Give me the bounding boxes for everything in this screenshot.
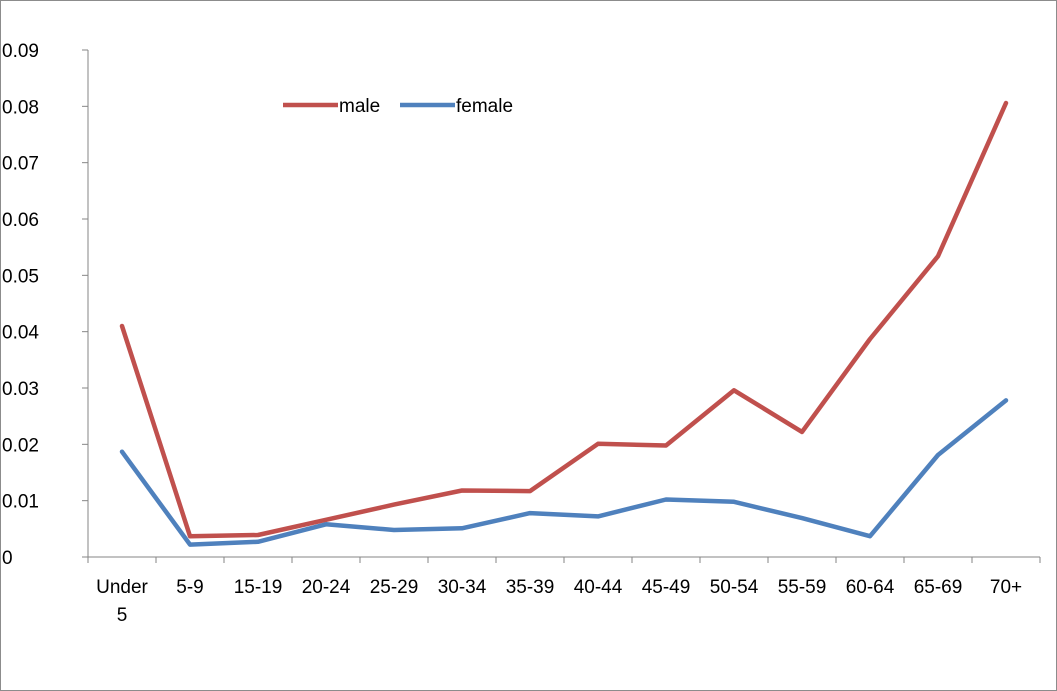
legend-label-male: male (339, 96, 380, 117)
y-tick-label: 0.02 (2, 435, 39, 456)
x-tick-label: 45-49 (642, 577, 691, 598)
x-tick-label: 65-69 (914, 577, 963, 598)
x-tick-label: 70+ (990, 577, 1022, 598)
series-line-male (119, 100, 1009, 539)
x-tick-label: 50-54 (710, 577, 759, 598)
y-tick-label: 0.01 (2, 492, 39, 513)
x-tick-label: 40-44 (574, 577, 623, 598)
x-tick-label: Under 5 (96, 577, 148, 626)
y-tick-label: 0.03 (2, 379, 39, 400)
y-tick-label: 0.05 (2, 266, 39, 287)
y-tick-label: 0.06 (2, 210, 39, 231)
y-tick-label: 0.09 (2, 41, 39, 62)
y-axis: 0 0.01 0.02 0.03 0.04 0.05 0.06 0.07 0.08 0.09 (2, 41, 89, 569)
x-tick-label: 55-59 (778, 577, 827, 598)
x-tick-label: 35-39 (506, 577, 555, 598)
x-tick-label: 5-9 (176, 577, 203, 598)
y-tick-label: 0.04 (2, 323, 39, 344)
x-tick-label: 15-19 (234, 577, 283, 598)
y-tick-label: 0 (2, 548, 13, 569)
y-tick-label: 0.07 (2, 154, 39, 175)
x-tick-label: 60-64 (846, 577, 895, 598)
x-tick-label: 25-29 (370, 577, 419, 598)
legend: male female (283, 96, 513, 117)
x-tick-label: 30-34 (438, 577, 487, 598)
series-lines (119, 100, 1009, 547)
x-axis: Under 5 5-9 15-19 20-24 25-29 30-34 35-39 40-44 4… (87, 556, 1041, 626)
legend-label-female: female (456, 96, 513, 117)
y-tick-label: 0.08 (2, 97, 39, 118)
series-line-female (119, 398, 1009, 547)
x-tick-label: 20-24 (302, 577, 351, 598)
